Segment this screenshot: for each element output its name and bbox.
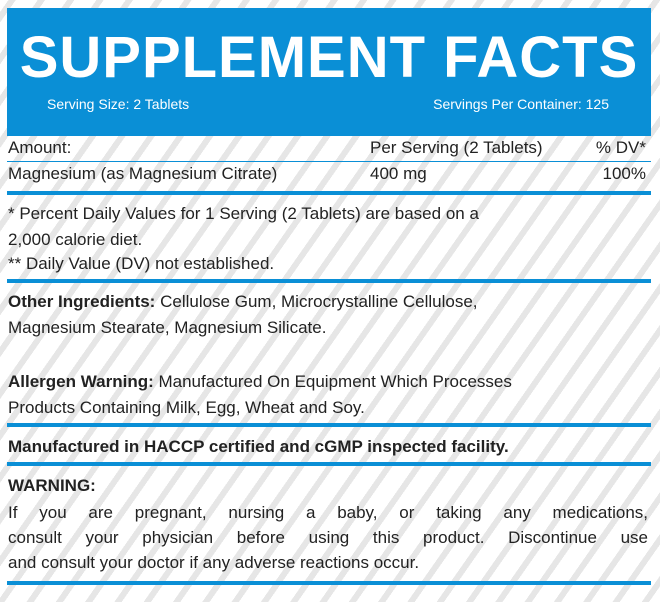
- header-banner: SUPPLEMENT FACTS Serving Size: 2 Tablets…: [7, 8, 651, 136]
- footnote: * Percent Daily Values for 1 Serving (2 …: [8, 204, 479, 223]
- facility-statement: Manufactured in HACCP certified and cGMP…: [8, 437, 509, 456]
- warning-text: and consult your doctor if any adverse r…: [8, 553, 420, 572]
- other-ingredients-text: Cellulose Gum, Microcrystalline Cellulos…: [155, 292, 478, 311]
- nutrient-dv: 100%: [602, 164, 646, 183]
- allergen-text: Manufactured On Equipment Which Processe…: [153, 372, 512, 391]
- col-header-amount: Amount:: [8, 138, 72, 157]
- footnote: 2,000 calorie diet.: [8, 230, 143, 249]
- warning-label: WARNING:: [8, 476, 96, 495]
- divider: [7, 191, 651, 195]
- other-ingredients-label: Other Ingredients:: [8, 292, 156, 311]
- divider: [7, 581, 651, 585]
- allergen-label: Allergen Warning:: [8, 372, 154, 391]
- other-ingredients-text: Magnesium Stearate, Magnesium Silicate.: [8, 318, 327, 337]
- servings-per-container: Servings Per Container: 125: [433, 96, 609, 112]
- col-header-per-serving: Per Serving (2 Tablets): [370, 138, 543, 157]
- divider: [7, 161, 651, 162]
- warning-text: If you are pregnant, nursing a baby, or …: [8, 503, 648, 522]
- footnote: ** Daily Value (DV) not established.: [8, 254, 275, 273]
- allergen-text: Products Containing Milk, Egg, Wheat and…: [8, 398, 365, 417]
- nutrient-name: Magnesium (as Magnesium Citrate): [8, 164, 278, 183]
- col-header-dv: % DV*: [595, 138, 646, 157]
- other-ingredients: Other Ingredients: Cellulose Gum, Microc…: [8, 292, 478, 312]
- nutrient-amount: 400 mg: [370, 164, 427, 183]
- serving-size: Serving Size: 2 Tablets: [47, 96, 190, 112]
- warning-text: consult your physician before using this…: [8, 528, 648, 547]
- divider: [7, 279, 651, 283]
- divider: [7, 423, 651, 427]
- page-title: SUPPLEMENT FACTS: [19, 25, 639, 90]
- allergen-warning: Allergen Warning: Manufactured On Equipm…: [8, 372, 512, 392]
- divider: [7, 462, 651, 466]
